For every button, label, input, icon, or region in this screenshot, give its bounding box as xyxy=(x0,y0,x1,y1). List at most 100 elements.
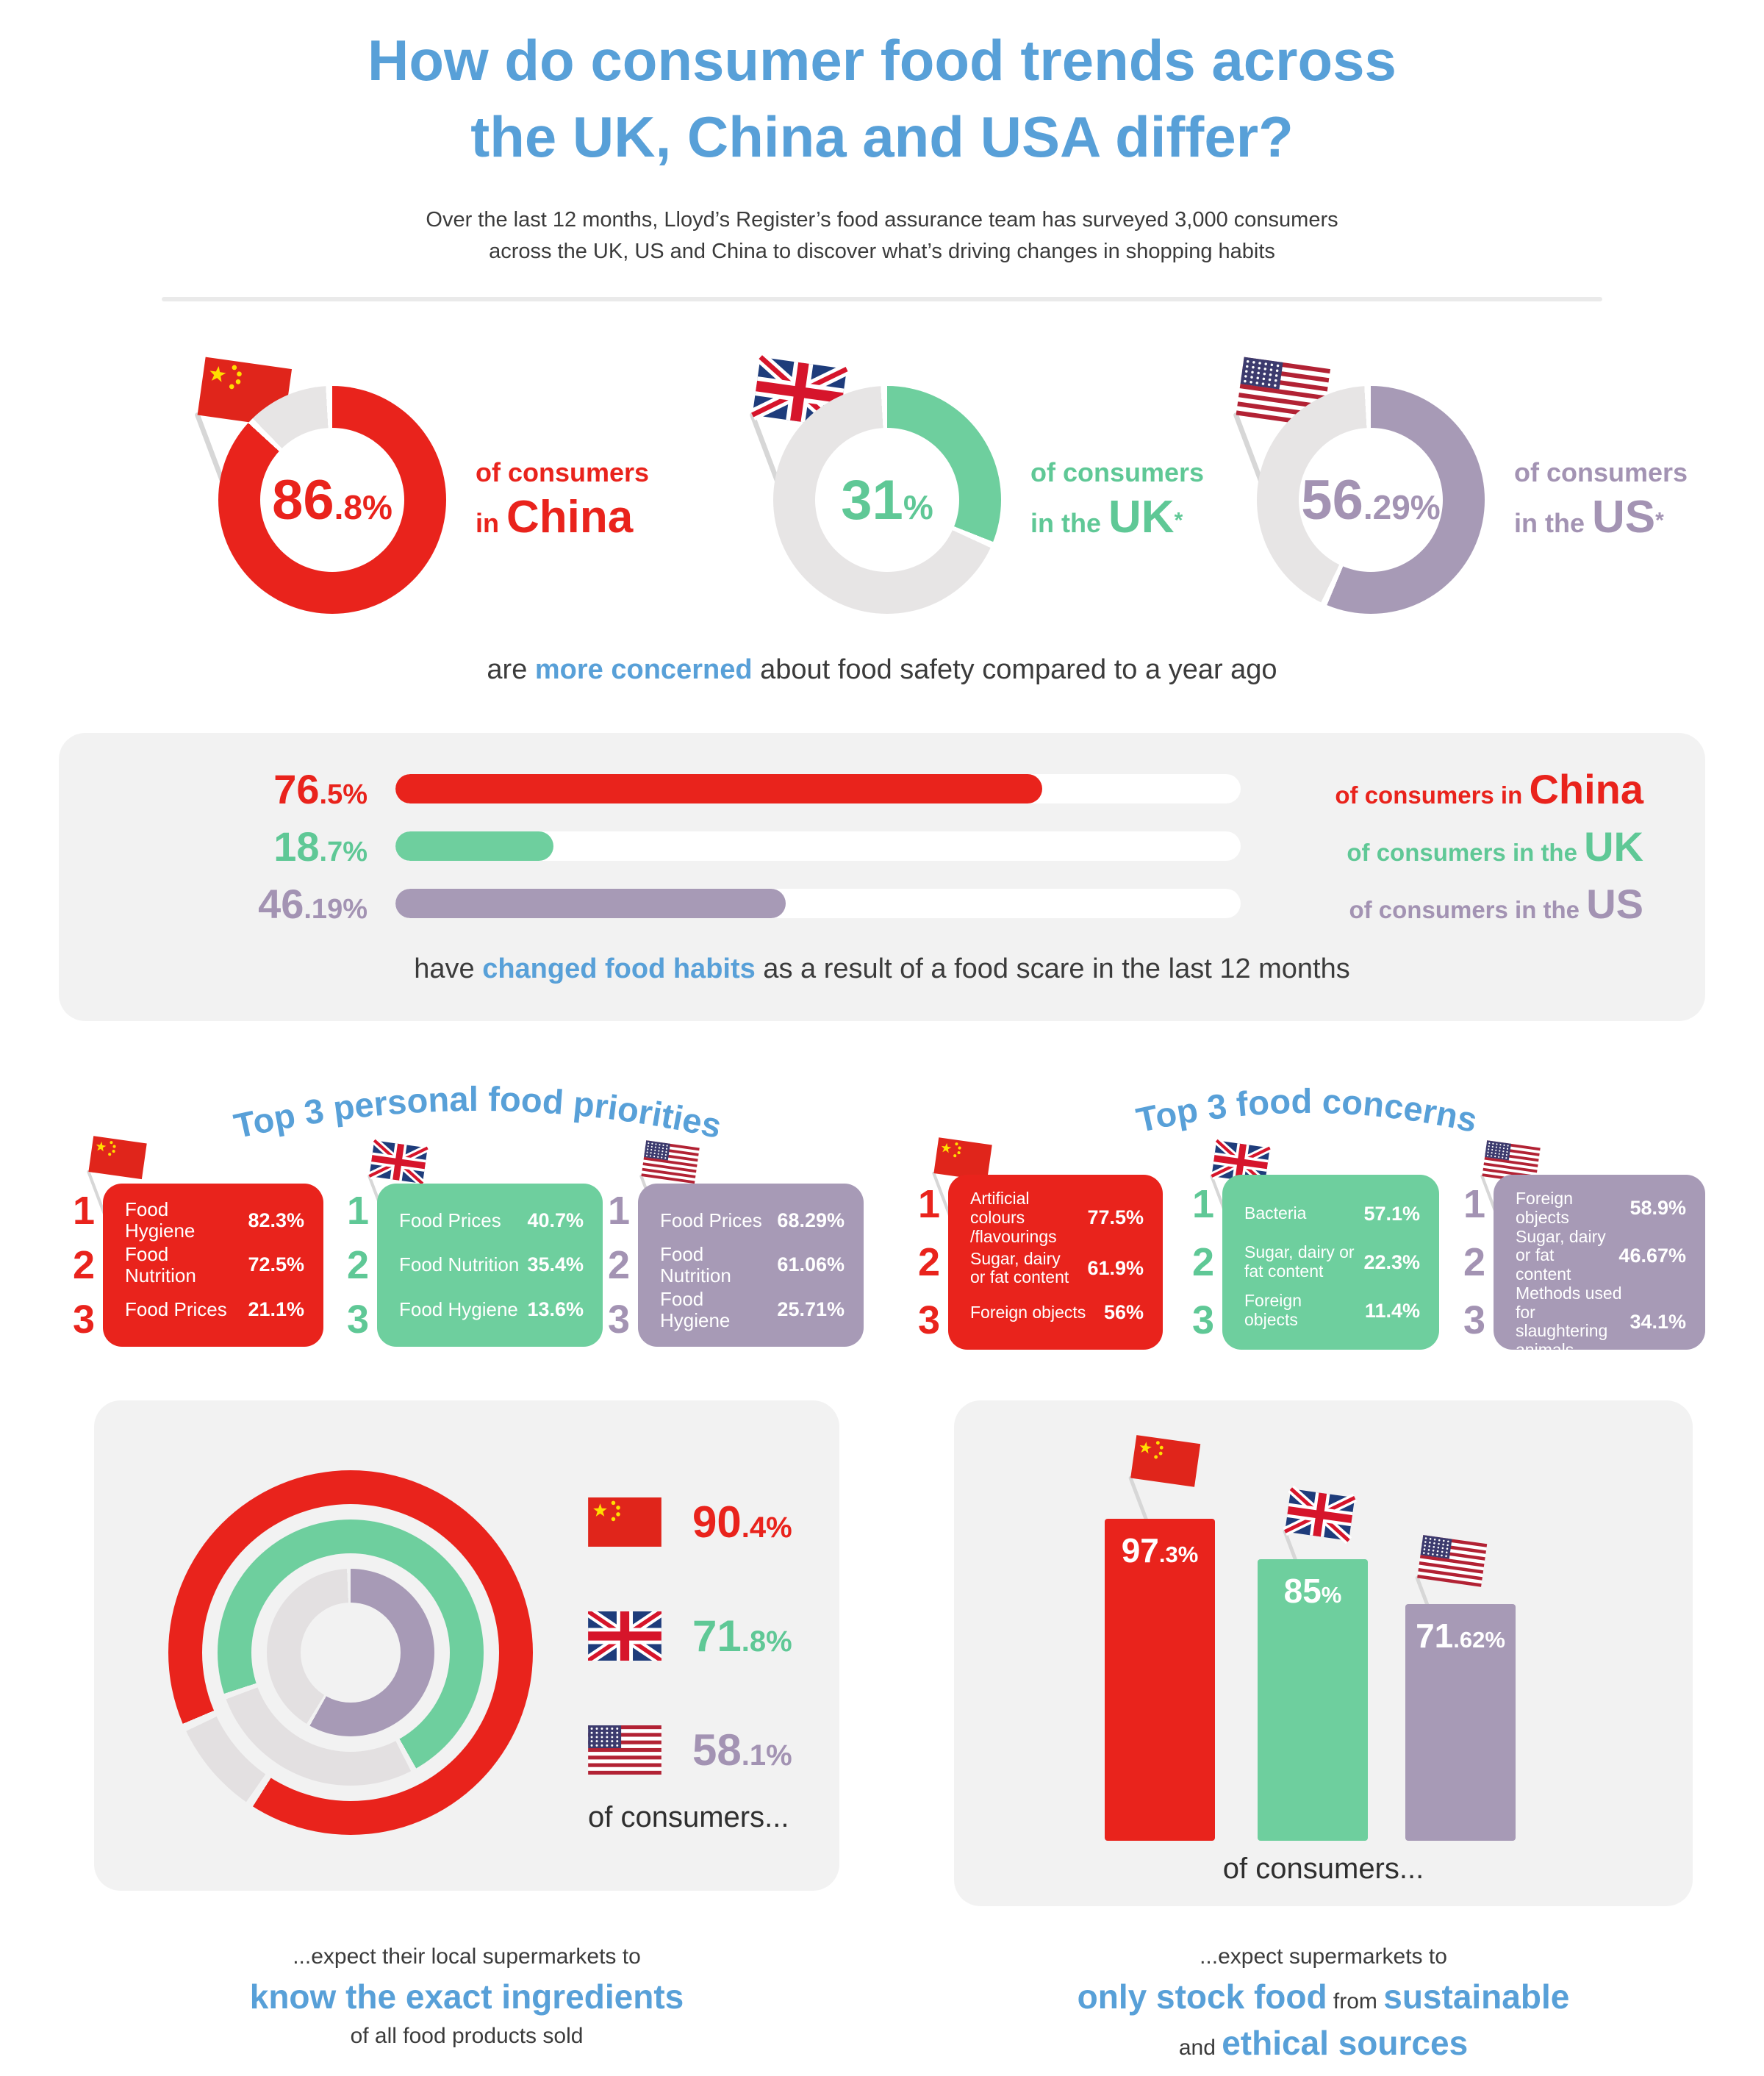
uk-donut-pct-frac: % xyxy=(903,487,933,526)
rank-1: 1 xyxy=(72,1189,96,1233)
ingredients-footnote: of consumers... xyxy=(588,1801,789,1833)
card-row: Foreign objects 58.9% xyxy=(1516,1189,1686,1228)
legend-pct-china-frac: .4% xyxy=(741,1511,792,1544)
caption-line2: know the exact ingredients xyxy=(249,1977,684,2016)
card-row: Sugar, dairy or fat content 22.3% xyxy=(1244,1238,1420,1286)
habit-bar-track-us xyxy=(395,889,1241,918)
row-label: Food Hygiene xyxy=(125,1198,196,1242)
habit-bar-track-china xyxy=(395,774,1241,803)
habit-bar-row-china: 76.5% of consumers in China xyxy=(59,766,1705,812)
row-label: Food Nutrition xyxy=(660,1242,731,1286)
uk-donut-label-pre: in the xyxy=(1030,508,1108,538)
row-value: 56% xyxy=(1103,1301,1144,1324)
uk-donut-label-country: UK xyxy=(1108,492,1175,543)
stock-pct-us-frac: .62% xyxy=(1453,1627,1505,1653)
legend-pct-uk-int: 71 xyxy=(692,1611,742,1661)
uk-donut-value: 31% xyxy=(815,428,959,572)
stock-pct-uk-int: 85 xyxy=(1283,1572,1322,1610)
us-asterisk: * xyxy=(1655,508,1664,533)
changed-habits-panel: 76.5% of consumers in China 18.7% of con… xyxy=(59,733,1705,1021)
legend-pct-uk-frac: .8% xyxy=(741,1625,792,1658)
card-body: Food Prices 40.7% Food Nutrition 35.4% Foo… xyxy=(377,1184,603,1347)
card-row: Food Hygiene 13.6% xyxy=(399,1287,584,1332)
habit-caption-pre: have xyxy=(414,953,483,984)
rank-column: 1 2 3 xyxy=(1187,1175,1219,1350)
ingredients-caption: ...expect their local supermarkets to kn… xyxy=(94,1938,839,2055)
row-value: 25.71% xyxy=(777,1298,845,1321)
rank-3: 3 xyxy=(72,1298,96,1342)
row-label: Food Hygiene xyxy=(660,1287,731,1331)
uk-flag-icon xyxy=(585,1606,664,1665)
habit-pct-china-frac: .5% xyxy=(319,778,368,810)
donut-group-us: 56.29% of consumers in the US* xyxy=(1226,316,1764,669)
caption-line3: and ethical sources xyxy=(954,2022,1693,2069)
donut-group-uk: 31% of consumers in the UK* xyxy=(742,316,1301,669)
rank-column: 1 2 3 xyxy=(603,1184,635,1347)
row-label: Food Prices xyxy=(660,1209,762,1231)
row-value: 40.7% xyxy=(527,1209,584,1231)
rank-1: 1 xyxy=(346,1189,370,1233)
card-row: Food Prices 40.7% xyxy=(399,1198,584,1243)
card-body: Artificial colours /flavourings 77.5% Sug… xyxy=(948,1175,1163,1350)
caption-line3: of all food products sold xyxy=(350,2024,584,2048)
us-donut-pct-int: 56 xyxy=(1301,468,1363,531)
stock-pct-china-frac: .3% xyxy=(1158,1542,1199,1567)
uk-flag-icon xyxy=(363,1119,440,1234)
row-value: 46.67% xyxy=(1618,1244,1686,1267)
caption-line1: ...expect supermarkets to xyxy=(1200,1944,1447,1969)
row-label: Foreign objects xyxy=(1244,1291,1302,1329)
habit-caption-bold: changed food habits xyxy=(482,953,756,984)
concerns-card-us: 1 2 3 Foreign objects 58.9% Sugar, dairy … xyxy=(1458,1175,1705,1359)
uk-donut-pct-int: 31 xyxy=(841,468,903,531)
caption-pre3: and xyxy=(1178,2036,1222,2060)
page-subtitle: Over the last 12 months, Lloyd’s Registe… xyxy=(0,204,1764,268)
rank-3: 3 xyxy=(346,1298,370,1342)
habit-caption-post: as a result of a food scare in the last … xyxy=(755,953,1350,984)
header-divider xyxy=(162,297,1602,301)
legend-pct-china-int: 90 xyxy=(692,1497,742,1547)
row-label: Artificial colours /flavourings xyxy=(970,1189,1057,1246)
rank-column: 1 2 3 xyxy=(913,1175,945,1350)
row-value: 61.06% xyxy=(777,1253,845,1276)
priorities-card-uk: 1 2 3 Food Prices 40.7% Food Nutrition 35.… xyxy=(342,1184,603,1347)
caption-line1: ...expect their local supermarkets to xyxy=(293,1944,641,1969)
card-body: Bacteria 57.1% Sugar, dairy or fat conten… xyxy=(1222,1175,1439,1350)
row-label: Bacteria xyxy=(1244,1203,1307,1223)
china-donut-label-line1: of consumers xyxy=(476,457,650,487)
donut-group-china: 86.8% of consumers in China xyxy=(187,316,746,669)
row-value: 77.5% xyxy=(1087,1206,1144,1229)
habit-label-pre-us: of consumers in the xyxy=(1349,895,1587,923)
china-flag-icon xyxy=(588,1497,662,1547)
us-flag-icon xyxy=(1410,1509,1502,1647)
card-row: Bacteria 57.1% xyxy=(1244,1189,1420,1238)
habit-bar-fill-uk xyxy=(395,831,554,861)
habit-bar-fill-china xyxy=(395,774,1042,803)
card-row: Food Prices 68.29% xyxy=(660,1198,845,1243)
habit-bar-row-uk: 18.7% of consumers in the UK xyxy=(59,823,1705,870)
stock-bar-us: 71.62% xyxy=(1405,1604,1516,1841)
legend-row-china: 90.4% xyxy=(588,1492,792,1551)
rank-2: 2 xyxy=(1191,1239,1215,1284)
ring-hole xyxy=(301,1603,401,1703)
rank-3: 3 xyxy=(1463,1298,1486,1343)
row-value: 22.3% xyxy=(1363,1250,1420,1273)
priorities-card-us: 1 2 3 Food Prices 68.29% Food Nutrition 61… xyxy=(603,1184,864,1347)
rank-2: 2 xyxy=(917,1239,941,1284)
caption-bold1: only stock food xyxy=(1077,1977,1327,2016)
stock-pct-china-int: 97 xyxy=(1121,1531,1159,1569)
card-row: Food Nutrition 35.4% xyxy=(399,1243,584,1288)
card-row: Food Nutrition 61.06% xyxy=(660,1243,845,1288)
page-title-line2: the UK, China and USA differ? xyxy=(470,104,1294,169)
row-value: 57.1% xyxy=(1363,1202,1420,1225)
uk-asterisk: * xyxy=(1174,508,1183,533)
habit-pct-china-int: 76 xyxy=(273,765,320,812)
rank-2: 2 xyxy=(72,1243,96,1287)
stock-pct-uk-frac: % xyxy=(1321,1582,1342,1608)
us-donut-pct-frac: .29% xyxy=(1363,487,1441,526)
stock-footnote: of consumers... xyxy=(1222,1853,1424,1885)
caption-mid: from xyxy=(1327,1989,1384,2014)
habit-pct-uk-frac: .7% xyxy=(319,836,368,867)
card-row: Sugar, dairy or fat content 61.9% xyxy=(970,1246,1144,1290)
card-body: Food Prices 68.29% Food Nutrition 61.06% F… xyxy=(638,1184,864,1347)
